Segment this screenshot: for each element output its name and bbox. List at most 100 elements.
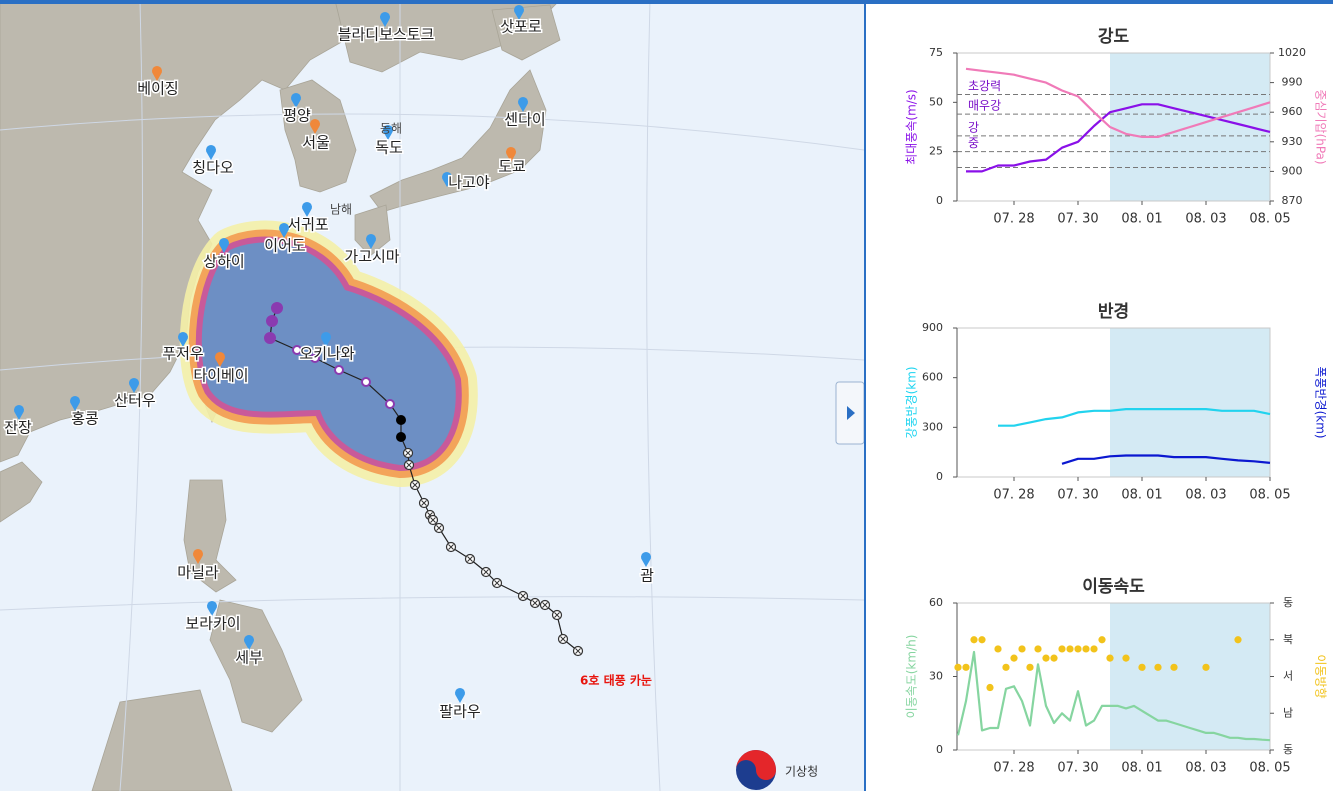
city-label: 센다이 — [504, 111, 545, 129]
direction-dot — [986, 683, 994, 692]
track-point-x — [421, 500, 427, 506]
x-tick-label: 07. 30 — [1057, 212, 1098, 227]
direction-dot — [1066, 645, 1074, 653]
track-point-current — [396, 415, 406, 425]
track-point-current — [396, 432, 406, 442]
chart-title: 강도 — [1098, 27, 1130, 47]
y2-tick-label: 990 — [1282, 76, 1303, 89]
city-label: 이어도 — [264, 237, 306, 255]
x-tick-label: 08. 03 — [1185, 761, 1226, 776]
city-label: 홍콩 — [71, 410, 99, 428]
direction-dot — [1154, 663, 1162, 671]
city-label: 푸저우 — [162, 345, 204, 363]
y2-tick-label: 870 — [1282, 194, 1303, 207]
city-label: 칭다오 — [192, 159, 234, 177]
y-tick-label: 0 — [936, 194, 943, 207]
direction-dot — [1050, 654, 1058, 662]
y-tick-label: 900 — [922, 321, 943, 334]
reference-label: 초강력 — [968, 79, 1001, 93]
city-label: 가고시마 — [344, 248, 399, 266]
y-tick-label: 0 — [936, 743, 943, 756]
x-tick-label: 08. 03 — [1185, 488, 1226, 503]
track-point-x — [542, 602, 548, 608]
direction-dot — [1010, 654, 1018, 662]
typhoon-name: 6호 태풍 카눈 — [580, 673, 652, 688]
typhoon-track — [264, 302, 584, 657]
direction-dot — [1058, 645, 1066, 653]
city-label: 마닐라 — [177, 564, 219, 582]
direction-dot — [962, 663, 970, 671]
track-point-x — [554, 612, 560, 618]
y2-tick-label: 동 — [1283, 596, 1293, 609]
city-marker — [321, 331, 331, 347]
city-marker — [366, 234, 376, 249]
direction-dot — [1170, 663, 1178, 671]
y-axis-label: 이동속도(km/h) — [905, 635, 919, 719]
city-label: 잔장 — [4, 419, 32, 437]
city-marker — [129, 378, 139, 393]
agency-name: 기상청 — [785, 765, 818, 779]
y2-tick-label: 900 — [1282, 164, 1303, 177]
city-marker — [14, 405, 24, 420]
chart-title: 반경 — [1098, 302, 1129, 322]
city-label: 팔라우 — [439, 703, 481, 721]
city-label: 산터우 — [114, 392, 156, 410]
track-point-past — [271, 302, 283, 314]
y2-axis-label: 폭풍반경(km) — [1314, 366, 1328, 438]
direction-dot — [1202, 663, 1210, 671]
track-point-x — [494, 580, 500, 586]
track-point-x — [467, 556, 473, 562]
y-tick-label: 300 — [922, 420, 943, 433]
direction-dot — [1082, 645, 1090, 653]
forecast-shading — [1110, 603, 1270, 750]
reference-label: 강 — [968, 120, 979, 134]
city-label: 나고야 — [448, 174, 490, 192]
city-label: 세부 — [235, 649, 263, 667]
track-point-x — [412, 482, 418, 488]
track-point-x — [430, 517, 436, 523]
city-marker — [244, 635, 255, 650]
series-line — [956, 650, 1271, 742]
city-marker — [206, 145, 216, 160]
direction-dot — [994, 645, 1002, 653]
direction-dot — [1122, 654, 1130, 662]
x-tick-label: 08. 05 — [1249, 761, 1290, 776]
city-label: 보라카이 — [185, 615, 240, 633]
y-tick-label: 600 — [922, 371, 943, 384]
typhoon-area — [179, 220, 478, 487]
city-marker — [215, 352, 225, 367]
x-tick-label: 07. 28 — [993, 212, 1034, 227]
chart-title: 이동속도 — [1082, 577, 1145, 597]
series-line — [1061, 454, 1271, 465]
land — [0, 0, 561, 791]
top-bar — [0, 0, 1333, 4]
y-tick-label: 0 — [936, 470, 943, 483]
y2-tick-label: 1020 — [1278, 46, 1306, 59]
city-label: 괌 — [640, 567, 654, 585]
toggle-arrow[interactable] — [847, 406, 855, 420]
city-marker — [380, 11, 391, 27]
track-point-x — [448, 544, 454, 550]
y2-axis-label: 중심기압(hPa) — [1314, 89, 1328, 164]
x-tick-label: 07. 28 — [993, 488, 1034, 503]
city-marker — [279, 223, 289, 238]
x-tick-label: 08. 01 — [1121, 761, 1162, 776]
track-point-x — [575, 648, 581, 654]
forecast-shading — [1110, 328, 1270, 477]
city-marker — [70, 396, 81, 411]
track-point-past — [266, 315, 278, 327]
y-tick-label: 60 — [929, 596, 943, 609]
direction-dot — [970, 636, 978, 644]
y-tick-label: 75 — [929, 46, 943, 59]
city-label: 독도 — [375, 139, 403, 157]
direction-dot — [1074, 645, 1082, 653]
y2-tick-label: 남 — [1283, 706, 1293, 719]
city-label: 서귀포 — [287, 216, 329, 234]
city-marker — [151, 66, 162, 81]
direction-dot — [1098, 636, 1106, 644]
track-point-x — [560, 636, 566, 642]
city-marker — [178, 332, 189, 347]
